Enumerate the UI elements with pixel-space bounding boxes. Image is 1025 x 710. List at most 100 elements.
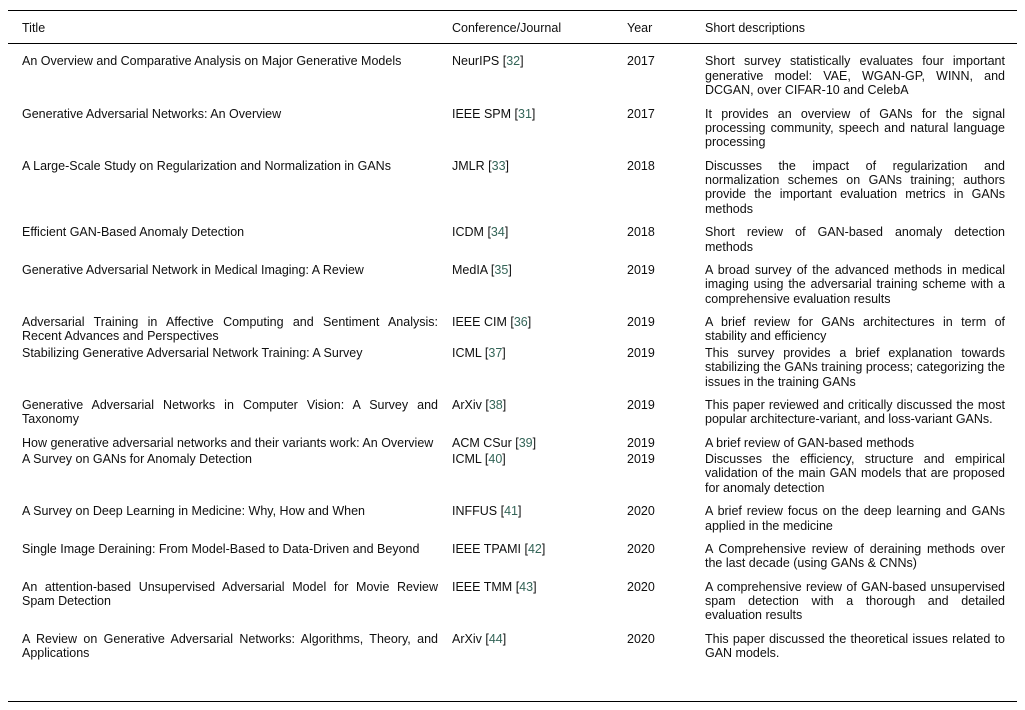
short-description: Short survey statistically evaluates fou… [705,54,1005,98]
citation-open-bracket: [ [515,435,519,450]
venue-cell: ICML [40] [452,452,627,504]
citation-link[interactable]: 40 [488,452,503,466]
venue-name: INFFUS [452,504,498,519]
venue-name: MedIA [452,262,488,277]
venue-cell: ACM CSur [39] [452,436,627,452]
paper-title: An attention-based Unsupervised Adversar… [22,579,438,608]
paper-title: Single Image Deraining: From Model-Based… [22,541,420,556]
venue-name: JMLR [452,158,485,173]
table-body: An Overview and Comparative Analysis on … [22,54,1005,669]
short-description: A comprehensive review of GAN-based unsu… [705,579,1005,623]
venue-name: ArXiv [452,631,482,646]
year-value: 2017 [627,106,655,121]
venue-name: ICML [452,345,482,360]
short-description: A brief review for GANs architectures in… [705,315,1005,344]
citation-open-bracket: [ [488,158,492,173]
year-value: 2019 [627,315,655,329]
survey-table: Title Conference/Journal Year Short desc… [22,15,1005,670]
short-description: This paper reviewed and critically discu… [705,397,1005,427]
citation-link[interactable]: 42 [527,541,542,556]
venue-cell: IEEE TMM [43] [452,580,627,632]
citation-open-bracket: [ [487,225,491,240]
venue-name: IEEE SPM [452,106,512,121]
paper-title: Efficient GAN-Based Anomaly Detection [22,225,245,240]
year-value: 2019 [627,452,655,466]
year-value: 2019 [627,262,655,277]
short-description: Discusses the impact of regularization a… [705,158,1005,216]
citation-link[interactable]: 44 [488,631,503,646]
table-row: Adversarial Training in Affective Comput… [22,315,1005,346]
citation-close-bracket: ] [527,315,532,329]
table-bottom-rule [8,701,1017,702]
citation-open-bracket: [ [502,54,507,69]
citation-open-bracket: [ [524,541,528,556]
venue-cell: INFFUS [41] [452,504,627,542]
column-header-conference-journal: Conference/Journal [452,21,562,35]
paper-title: Adversarial Training in Affective Comput… [22,315,438,344]
citation-link[interactable]: 38 [488,397,503,412]
venue-cell: ArXiv [38] [452,398,627,436]
short-description: Discusses the efficiency, structure and … [705,452,1005,495]
venue-name: IEEE CIM [452,315,507,329]
table-row: Generative Adversarial Network in Medica… [22,263,1005,315]
venue-cell: ArXiv [44] [452,632,627,670]
citation-close-bracket: ] [502,345,506,360]
citation-link[interactable]: 31 [518,106,532,121]
table-row: An Overview and Comparative Analysis on … [22,54,1005,106]
citation-link[interactable]: 37 [488,345,503,360]
table-row: How generative adversarial networks and … [22,436,1005,452]
citation-open-bracket: [ [484,452,489,466]
year-value: 2017 [627,54,655,69]
citation-link[interactable]: 41 [504,504,519,519]
citation-close-bracket: ] [532,435,537,450]
year-value: 2020 [627,504,655,519]
venue-name: ACM CSur [452,435,512,450]
year-value: 2018 [627,225,655,240]
table-row: A Review on Generative Adversarial Netwo… [22,632,1005,670]
year-value: 2018 [627,158,655,173]
citation-link[interactable]: 33 [491,158,506,173]
paper-title: Generative Adversarial Networks: An Over… [22,106,282,121]
paper-title: Generative Adversarial Network in Medica… [22,262,364,277]
paper-title: How generative adversarial networks and … [22,435,434,450]
citation-close-bracket: ] [531,106,536,121]
citation-close-bracket: ] [518,504,522,519]
short-description: A brief review of GAN-based methods [705,435,915,450]
table-row: A Survey on GANs for Anomaly Detection I… [22,452,1005,504]
citation-link[interactable]: 32 [506,54,521,69]
citation-link[interactable]: 36 [513,315,528,329]
table-top-rule [8,10,1017,11]
column-header-year: Year [627,21,653,35]
venue-cell: IEEE SPM [31] [452,107,627,159]
paper-title: Stabilizing Generative Adversarial Netwo… [22,345,363,360]
citation-open-bracket: [ [515,579,520,594]
citation-open-bracket: [ [510,315,514,329]
table-header-rule [8,43,1017,44]
citation-close-bracket: ] [502,452,506,466]
citation-open-bracket: [ [490,262,495,277]
year-value: 2020 [627,579,655,594]
short-description: Short review of GAN-based anomaly detect… [705,225,1005,254]
venue-name: ArXiv [452,397,482,412]
venue-name: NeurIPS [452,54,500,69]
header-row: Title Conference/Journal Year Short desc… [22,15,1005,54]
short-description: This survey provides a brief explanation… [705,345,1005,389]
citation-link[interactable]: 34 [490,225,505,240]
citation-close-bracket: ] [533,579,537,594]
citation-link[interactable]: 35 [494,262,509,277]
citation-open-bracket: [ [484,345,489,360]
citation-close-bracket: ] [504,225,509,240]
column-header-title: Title [22,21,46,35]
citation-open-bracket: [ [500,504,505,519]
citation-link[interactable]: 39 [518,435,533,450]
citation-link[interactable]: 43 [519,579,534,594]
table-row: A Survey on Deep Learning in Medicine: W… [22,504,1005,542]
venue-cell: IEEE TPAMI [42] [452,542,627,580]
column-header-short-descriptions: Short descriptions [705,21,806,35]
venue-cell: ICML [37] [452,346,627,398]
table-row: Generative Adversarial Networks: An Over… [22,107,1005,159]
citation-close-bracket: ] [541,541,546,556]
table-row: Efficient GAN-Based Anomaly Detection IC… [22,225,1005,263]
paper-title: A Survey on GANs for Anomaly Detection [22,452,252,466]
